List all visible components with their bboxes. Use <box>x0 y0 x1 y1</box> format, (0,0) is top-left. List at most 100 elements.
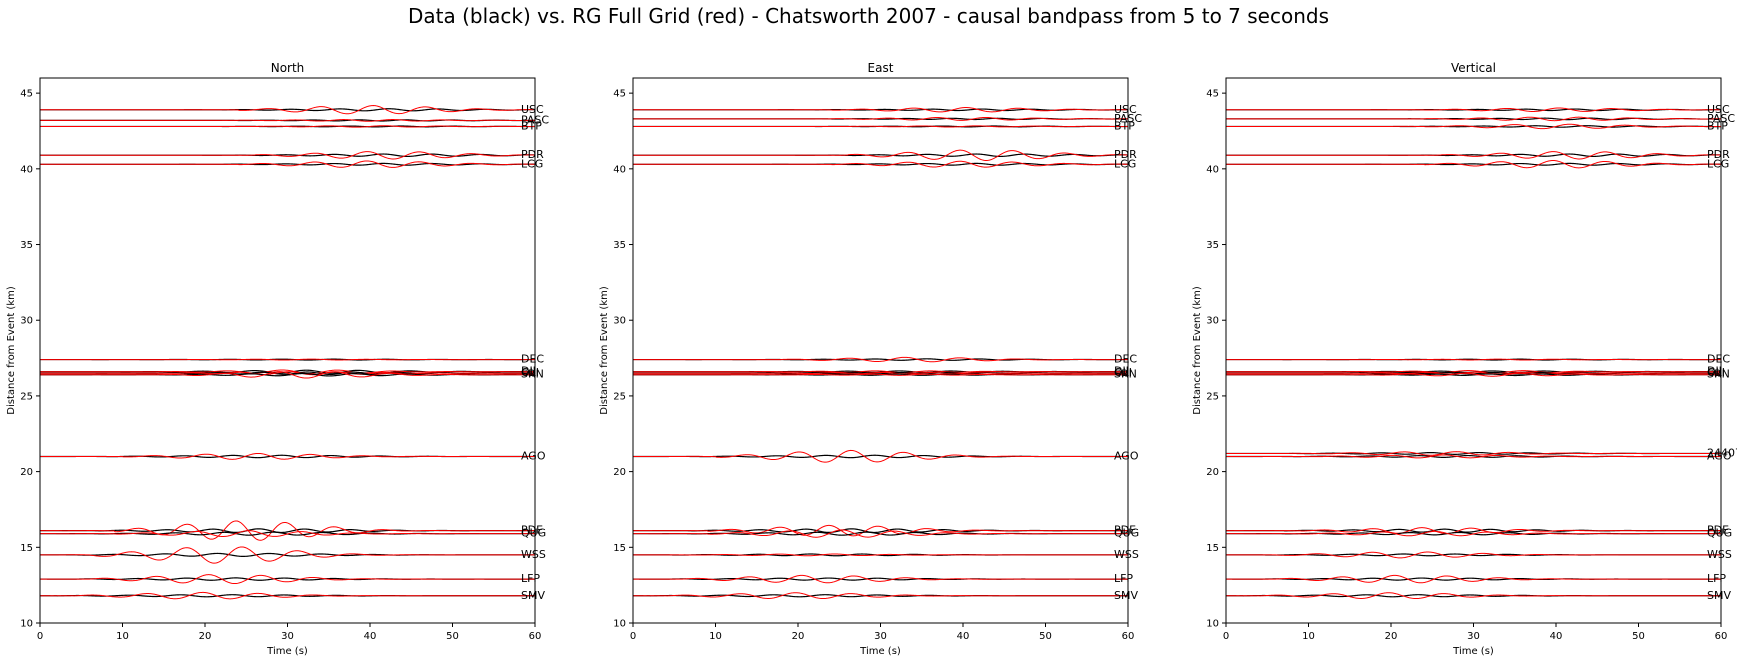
station-label-lcg: LCG <box>1707 157 1729 170</box>
station-label-pasc: PASC <box>1114 112 1142 125</box>
station-label-oli: OLI <box>521 366 539 379</box>
synthetic-trace-smv <box>40 591 535 600</box>
x-tick-label: 20 <box>792 631 805 642</box>
station-label-lfp: LFP <box>1707 572 1726 585</box>
synthetic-trace-ago <box>633 449 1128 463</box>
synthetic-trace-oli <box>1226 371 1721 375</box>
station-label-24407: 24407 <box>1707 446 1737 459</box>
synthetic-trace-lcg <box>1226 160 1722 169</box>
synthetic-trace-pdr <box>633 149 1129 161</box>
x-tick-label: 30 <box>874 631 887 642</box>
station-label-qug: QUG <box>521 527 546 540</box>
synthetic-trace-ago <box>40 452 535 460</box>
x-tick-label: 40 <box>957 631 970 642</box>
synthetic-trace-djj <box>633 370 1128 374</box>
panel-subtitle: East <box>868 61 894 75</box>
x-tick-label: 60 <box>1122 631 1135 642</box>
station-label-dec: DEC <box>521 353 544 366</box>
x-tick-label: 30 <box>281 631 294 642</box>
station-label-dec: DEC <box>1114 353 1137 366</box>
station-label-usc: USC <box>521 103 544 116</box>
station-label-srn: SRN <box>1114 368 1137 381</box>
plot-frame <box>1225 77 1722 624</box>
synthetic-trace-lcg <box>633 160 1129 168</box>
x-tick-label: 60 <box>1715 631 1728 642</box>
y-tick-label: 35 <box>20 240 33 251</box>
panel-subtitle: Vertical <box>1451 61 1496 75</box>
synthetic-trace-srn <box>40 371 535 379</box>
station-label-usc: USC <box>1114 103 1137 116</box>
synthetic-trace-qug <box>40 530 535 538</box>
y-tick-label: 25 <box>613 391 626 402</box>
station-label-pdr: PDR <box>521 148 544 161</box>
station-label-djj: DJJ <box>1114 365 1129 378</box>
station-label-dec: DEC <box>1707 353 1730 366</box>
synthetic-trace-pasc <box>40 119 535 122</box>
y-tick-label: 25 <box>1206 391 1219 402</box>
y-tick-label: 45 <box>20 89 33 100</box>
synthetic-trace-btp <box>40 125 536 128</box>
station-label-djj: DJJ <box>1707 365 1722 378</box>
station-label-oli: OLI <box>1114 366 1132 379</box>
station-label-qug: QUG <box>1114 527 1139 540</box>
synthetic-trace-pasc <box>633 116 1128 121</box>
synthetic-trace-dec <box>40 358 535 361</box>
x-axis-label: Time (s) <box>266 646 308 657</box>
plot-frame <box>39 77 536 624</box>
y-tick-label: 40 <box>613 164 626 175</box>
synthetic-trace-wss <box>40 546 535 564</box>
synthetic-trace-lfp <box>633 574 1128 584</box>
station-label-wss: WSS <box>1114 548 1139 561</box>
synthetic-trace-srn <box>633 373 1128 376</box>
y-tick-label: 30 <box>1206 316 1219 327</box>
synthetic-trace-qug <box>1226 530 1721 537</box>
y-tick-label: 15 <box>20 543 33 554</box>
synthetic-trace-srn <box>1226 372 1721 377</box>
y-tick-label: 40 <box>20 164 33 175</box>
station-label-btp: BTP <box>1707 119 1728 132</box>
station-label-srn: SRN <box>521 368 544 381</box>
station-label-pasc: PASC <box>1707 112 1735 125</box>
synthetic-trace-btp <box>633 125 1128 128</box>
synthetic-trace-usc <box>1226 107 1721 112</box>
station-label-oli: OLI <box>1707 366 1725 379</box>
y-tick-label: 45 <box>1206 89 1219 100</box>
y-tick-label: 35 <box>1206 240 1219 251</box>
station-label-smv: SMV <box>1114 589 1138 602</box>
x-tick-label: 0 <box>37 631 43 642</box>
station-label-pdr: PDR <box>1707 148 1730 161</box>
y-tick-label: 20 <box>1206 467 1219 478</box>
synthetic-trace-lcg <box>40 160 536 168</box>
synthetic-trace-btp <box>1226 123 1722 130</box>
y-tick-label: 25 <box>20 391 33 402</box>
station-label-btp: BTP <box>1114 119 1135 132</box>
x-axis-label: Time (s) <box>859 646 901 657</box>
synthetic-trace-pde <box>633 524 1128 537</box>
y-tick-label: 30 <box>613 316 626 327</box>
station-label-wss: WSS <box>521 548 546 561</box>
station-label-qug: QUG <box>1707 527 1732 540</box>
x-tick-label: 20 <box>199 631 212 642</box>
x-tick-label: 10 <box>1302 631 1315 642</box>
synthetic-trace-lfp <box>1226 574 1721 584</box>
x-tick-label: 30 <box>1467 631 1480 642</box>
station-label-lcg: LCG <box>521 157 543 170</box>
synthetic-trace-smv <box>633 592 1128 600</box>
synthetic-trace-usc <box>40 105 536 115</box>
x-tick-label: 50 <box>1039 631 1052 642</box>
y-tick-label: 40 <box>1206 164 1219 175</box>
synthetic-trace-24407 <box>1226 451 1721 456</box>
station-label-lfp: LFP <box>1114 572 1133 585</box>
station-label-btp: BTP <box>521 119 542 132</box>
station-label-lcg: LCG <box>1114 157 1136 170</box>
synthetic-trace-pdr <box>40 151 536 160</box>
station-label-ago: AGO <box>1707 449 1732 462</box>
x-tick-label: 10 <box>709 631 722 642</box>
station-label-ago: AGO <box>521 449 546 462</box>
y-axis-label: Distance from Event (km) <box>6 286 17 415</box>
synthetic-trace-pde <box>1226 527 1721 535</box>
